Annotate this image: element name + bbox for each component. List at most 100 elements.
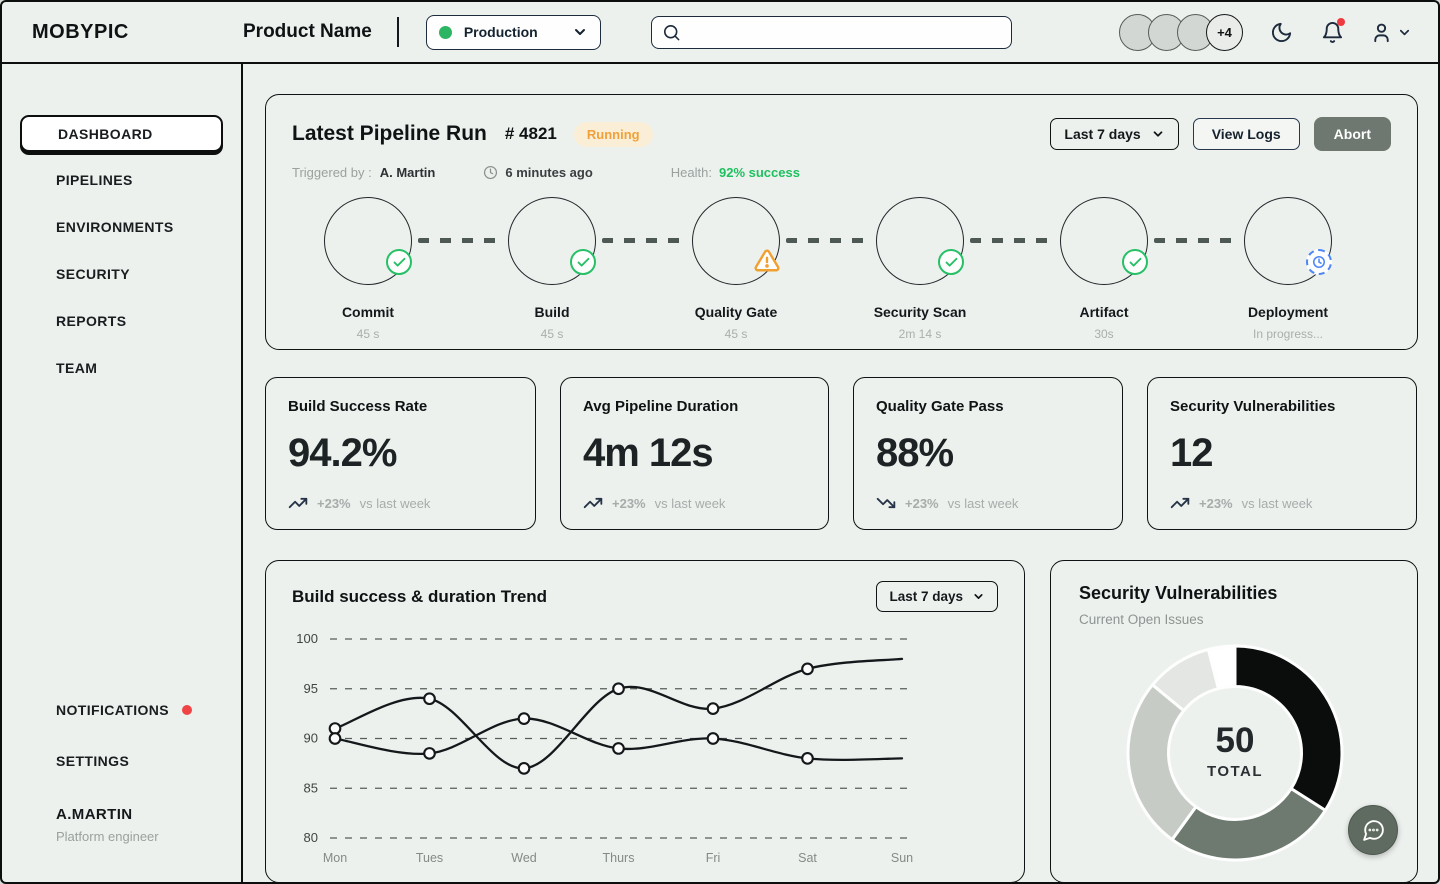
metric-title: Security Vulnerabilities <box>1170 398 1336 415</box>
user-menu[interactable] <box>1370 21 1412 44</box>
stage-connector <box>418 238 503 243</box>
notification-dot <box>1337 18 1345 26</box>
bell-icon <box>1321 21 1344 44</box>
sidebar-bottom-label: NOTIFICATIONS <box>56 702 170 718</box>
brand-logo: MOBYPIC <box>32 20 129 43</box>
metric-caption: vs last week <box>947 495 1019 511</box>
metric-value: 4m 12s <box>583 431 714 475</box>
view-logs-button[interactable]: View Logs <box>1192 118 1300 150</box>
check-circle-icon <box>386 249 412 275</box>
pipeline-stage: Quality Gate 45 s <box>651 197 821 341</box>
avatar[interactable]: +4 <box>1206 13 1243 51</box>
sidebar: DASHBOARD PIPELINES ENVIRONMENTS SECURITY RE… <box>2 64 243 882</box>
stage-node[interactable] <box>1060 197 1148 285</box>
sidebar-item[interactable]: DASHBOARD <box>20 115 223 152</box>
svg-text:Sun: Sun <box>891 851 913 865</box>
pipeline-status-badge: Running <box>573 121 653 147</box>
svg-text:Fri: Fri <box>706 851 721 865</box>
chat-fab-button[interactable] <box>1348 805 1398 855</box>
stage-connector <box>970 238 1055 243</box>
metric-value: 88% <box>876 431 954 475</box>
trending-up-icon <box>288 493 308 513</box>
notifications-button[interactable] <box>1319 18 1345 45</box>
sidebar-bottom-item[interactable]: NOTIFICATIONS <box>2 689 241 731</box>
in-progress-clock-icon <box>1306 249 1332 275</box>
team-avatar-stack[interactable]: +4 <box>1119 13 1243 51</box>
stage-duration: 45 s <box>724 327 748 341</box>
stage-name: Quality Gate <box>694 304 778 320</box>
metric-title: Quality Gate Pass <box>876 398 1004 415</box>
pipeline-range-dropdown[interactable]: Last 7 days <box>1050 118 1179 150</box>
metric-value: 94.2% <box>288 431 397 475</box>
stage-node[interactable] <box>876 197 964 285</box>
stage-connector <box>1154 238 1239 243</box>
sidebar-item[interactable]: PIPELINES <box>56 171 133 188</box>
stage-node[interactable] <box>1244 197 1332 285</box>
environment-status-dot <box>438 25 452 39</box>
environment-select[interactable]: Production <box>425 14 601 50</box>
sidebar-item[interactable]: ENVIRONMENTS <box>56 218 174 235</box>
stage-name: Security Scan <box>873 304 967 320</box>
clock-icon <box>483 165 498 180</box>
check-circle-icon <box>938 249 964 275</box>
chat-bubble-icon <box>1361 818 1386 843</box>
trend-range-dropdown[interactable]: Last 7 days <box>876 581 998 612</box>
svg-text:80: 80 <box>304 830 318 845</box>
product-name: Product Name <box>243 21 372 42</box>
pipeline-stage: Deployment In progress... <box>1203 197 1373 341</box>
range-label: Last 7 days <box>1064 126 1141 142</box>
trending-up-icon <box>1170 493 1190 513</box>
search-bar[interactable] <box>650 15 1012 49</box>
user-icon <box>1370 21 1393 44</box>
stage-name: Artifact <box>1079 304 1129 320</box>
red-dot-icon <box>182 705 193 715</box>
triggered-by-value: A. Martin <box>379 165 436 180</box>
stage-node[interactable] <box>324 197 412 285</box>
chevron-down-icon <box>1397 25 1412 40</box>
stage-duration: 30s <box>1094 327 1114 341</box>
chevron-down-icon <box>1151 127 1165 141</box>
donut-total-value: 50 <box>1215 721 1255 760</box>
sidebar-bottom-item[interactable]: SETTINGS <box>2 740 241 782</box>
trend-chart-card: 100 95 90 85 80 Mon Tues Wed Thurs Fri Sat Sun Buil… <box>265 560 1025 882</box>
dark-mode-toggle[interactable] <box>1268 19 1294 45</box>
metric-cards: Build Success Rate 94.2% +23% vs last we… <box>265 377 1418 530</box>
stage-node[interactable] <box>692 197 780 285</box>
stage-connector <box>602 238 687 243</box>
pipeline-stage: Artifact 30s <box>1019 197 1189 341</box>
header-divider <box>396 17 399 47</box>
sidebar-user-profile[interactable]: A.MARTIN Platform engineer <box>2 806 241 844</box>
sidebar-item[interactable]: REPORTS <box>56 312 127 329</box>
sidebar-nav: DASHBOARD PIPELINES ENVIRONMENTS SECURITY RE… <box>2 115 241 391</box>
metric-delta: +23% <box>1199 495 1233 511</box>
sidebar-item[interactable]: TEAM <box>56 359 98 376</box>
pipeline-stages: Commit 45 s <box>266 193 1417 343</box>
abort-button[interactable]: Abort <box>1313 117 1391 151</box>
pipeline-stage: Build 45 s <box>467 197 637 341</box>
metric-card: Security Vulnerabilities 12 +23% vs last… <box>1147 377 1417 530</box>
header-right-group: +4 <box>1119 13 1412 51</box>
metric-title: Build Success Rate <box>288 398 428 415</box>
donut-center: 50 TOTAL <box>1143 721 1327 780</box>
chevron-down-icon <box>572 24 588 40</box>
donut-subtitle: Current Open Issues <box>1079 612 1204 627</box>
main-content: Latest Pipeline Run # 4821 Running Last … <box>243 64 1438 882</box>
environment-label: Production <box>463 24 538 40</box>
time-ago: 6 minutes ago <box>505 165 593 180</box>
svg-text:Thurs: Thurs <box>603 851 635 865</box>
stage-duration: 45 s <box>540 327 564 341</box>
metric-value: 12 <box>1170 431 1214 475</box>
stage-node[interactable] <box>508 197 596 285</box>
sidebar-bottom-label: SETTINGS <box>56 753 130 769</box>
sidebar-bottom: NOTIFICATIONS SETTINGS A.MARTIN Platform… <box>2 689 241 844</box>
donut-title: Security Vulnerabilities <box>1079 583 1278 603</box>
search-input[interactable] <box>688 24 1001 40</box>
metric-delta: +23% <box>905 495 939 511</box>
svg-text:Tues: Tues <box>416 851 443 865</box>
trend-chart-title: Build success & duration Trend <box>292 586 548 606</box>
metric-card: Quality Gate Pass 88% +23% vs last week <box>853 377 1123 530</box>
metric-delta: +23% <box>612 495 646 511</box>
sidebar-item[interactable]: SECURITY <box>56 265 130 282</box>
svg-text:Sat: Sat <box>798 851 817 865</box>
stage-duration: In progress... <box>1252 327 1324 341</box>
